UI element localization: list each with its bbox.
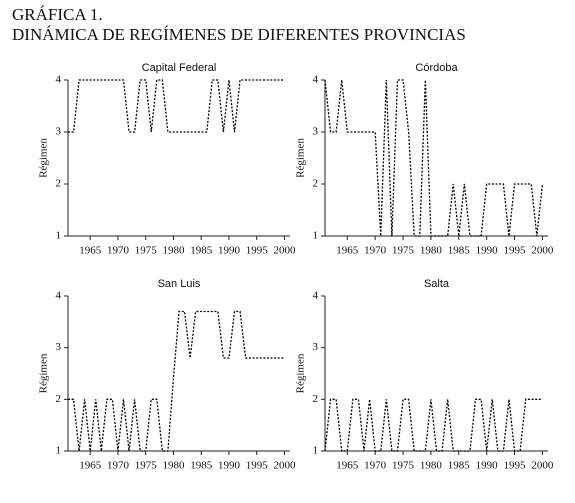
y-tick-label: 1 (313, 230, 319, 242)
x-tick-label: 1965 (79, 245, 102, 257)
x-tick-label: 2000 (273, 460, 296, 472)
y-tick-label: 4 (56, 290, 62, 302)
figure-label: GRÁFICA 1. (12, 5, 103, 24)
y-tick-label: 3 (56, 341, 62, 353)
x-tick-label: 1995 (504, 245, 527, 257)
x-tick-label: 1990 (476, 245, 499, 257)
y-tick-label: 2 (313, 393, 319, 405)
x-tick-label: 1995 (504, 460, 527, 472)
x-tick-label: 1995 (246, 460, 269, 472)
x-tick-label: 1990 (218, 245, 241, 257)
y-tick-label: 2 (56, 393, 62, 405)
y-tick-label: 3 (313, 341, 319, 353)
x-tick-label: 1990 (218, 460, 241, 472)
y-tick-label: 1 (313, 445, 319, 457)
x-tick-label: 1970 (107, 245, 130, 257)
y-tick-label: 4 (313, 74, 319, 86)
x-tick-label: 1985 (448, 460, 471, 472)
panel-title: San Luis (158, 278, 201, 290)
x-tick-label: 2000 (531, 460, 554, 472)
regime-line (68, 310, 285, 452)
x-tick-label: 1980 (162, 460, 185, 472)
x-tick-label: 2000 (273, 245, 296, 257)
y-axis-label: Régimen (295, 353, 307, 393)
y-tick-label: 4 (313, 290, 319, 302)
x-tick-label: 1975 (392, 245, 415, 257)
y-tick-label: 4 (56, 74, 62, 86)
x-tick-label: 1965 (79, 460, 102, 472)
x-tick-label: 1980 (420, 245, 443, 257)
figure-title: DINÁMICA DE REGÍMENES DE DIFERENTES PROV… (12, 25, 466, 44)
x-tick-label: 1975 (135, 245, 158, 257)
x-tick-label: 1965 (336, 245, 359, 257)
y-axis-label: Régimen (38, 138, 50, 178)
y-tick-label: 3 (56, 126, 62, 138)
y-tick-label: 1 (56, 230, 62, 242)
y-tick-label: 2 (313, 178, 319, 190)
x-tick-label: 1970 (364, 460, 387, 472)
x-tick-label: 1990 (476, 460, 499, 472)
x-tick-label: 1975 (392, 460, 415, 472)
x-tick-label: 1985 (190, 460, 213, 472)
x-tick-label: 1980 (420, 460, 443, 472)
x-tick-label: 1970 (364, 245, 387, 257)
panel-title: Salta (424, 278, 450, 290)
regime-line (324, 79, 544, 237)
x-tick-label: 1970 (107, 460, 130, 472)
x-tick-label: 1985 (190, 245, 213, 257)
x-tick-label: 1965 (336, 460, 359, 472)
y-tick-label: 2 (56, 178, 62, 190)
y-axis-label: Régimen (295, 138, 307, 178)
y-tick-label: 3 (313, 126, 319, 138)
regime-line (68, 79, 285, 133)
panel-title: Capital Federal (142, 62, 217, 74)
y-axis-label: Régimen (38, 353, 50, 393)
panel-title: Córdoba (415, 62, 458, 74)
x-tick-label: 1980 (162, 245, 185, 257)
regime-line (324, 398, 543, 452)
x-tick-label: 2000 (531, 245, 554, 257)
y-tick-label: 1 (56, 445, 62, 457)
x-tick-label: 1995 (246, 245, 269, 257)
x-tick-label: 1985 (448, 245, 471, 257)
x-tick-label: 1975 (135, 460, 158, 472)
